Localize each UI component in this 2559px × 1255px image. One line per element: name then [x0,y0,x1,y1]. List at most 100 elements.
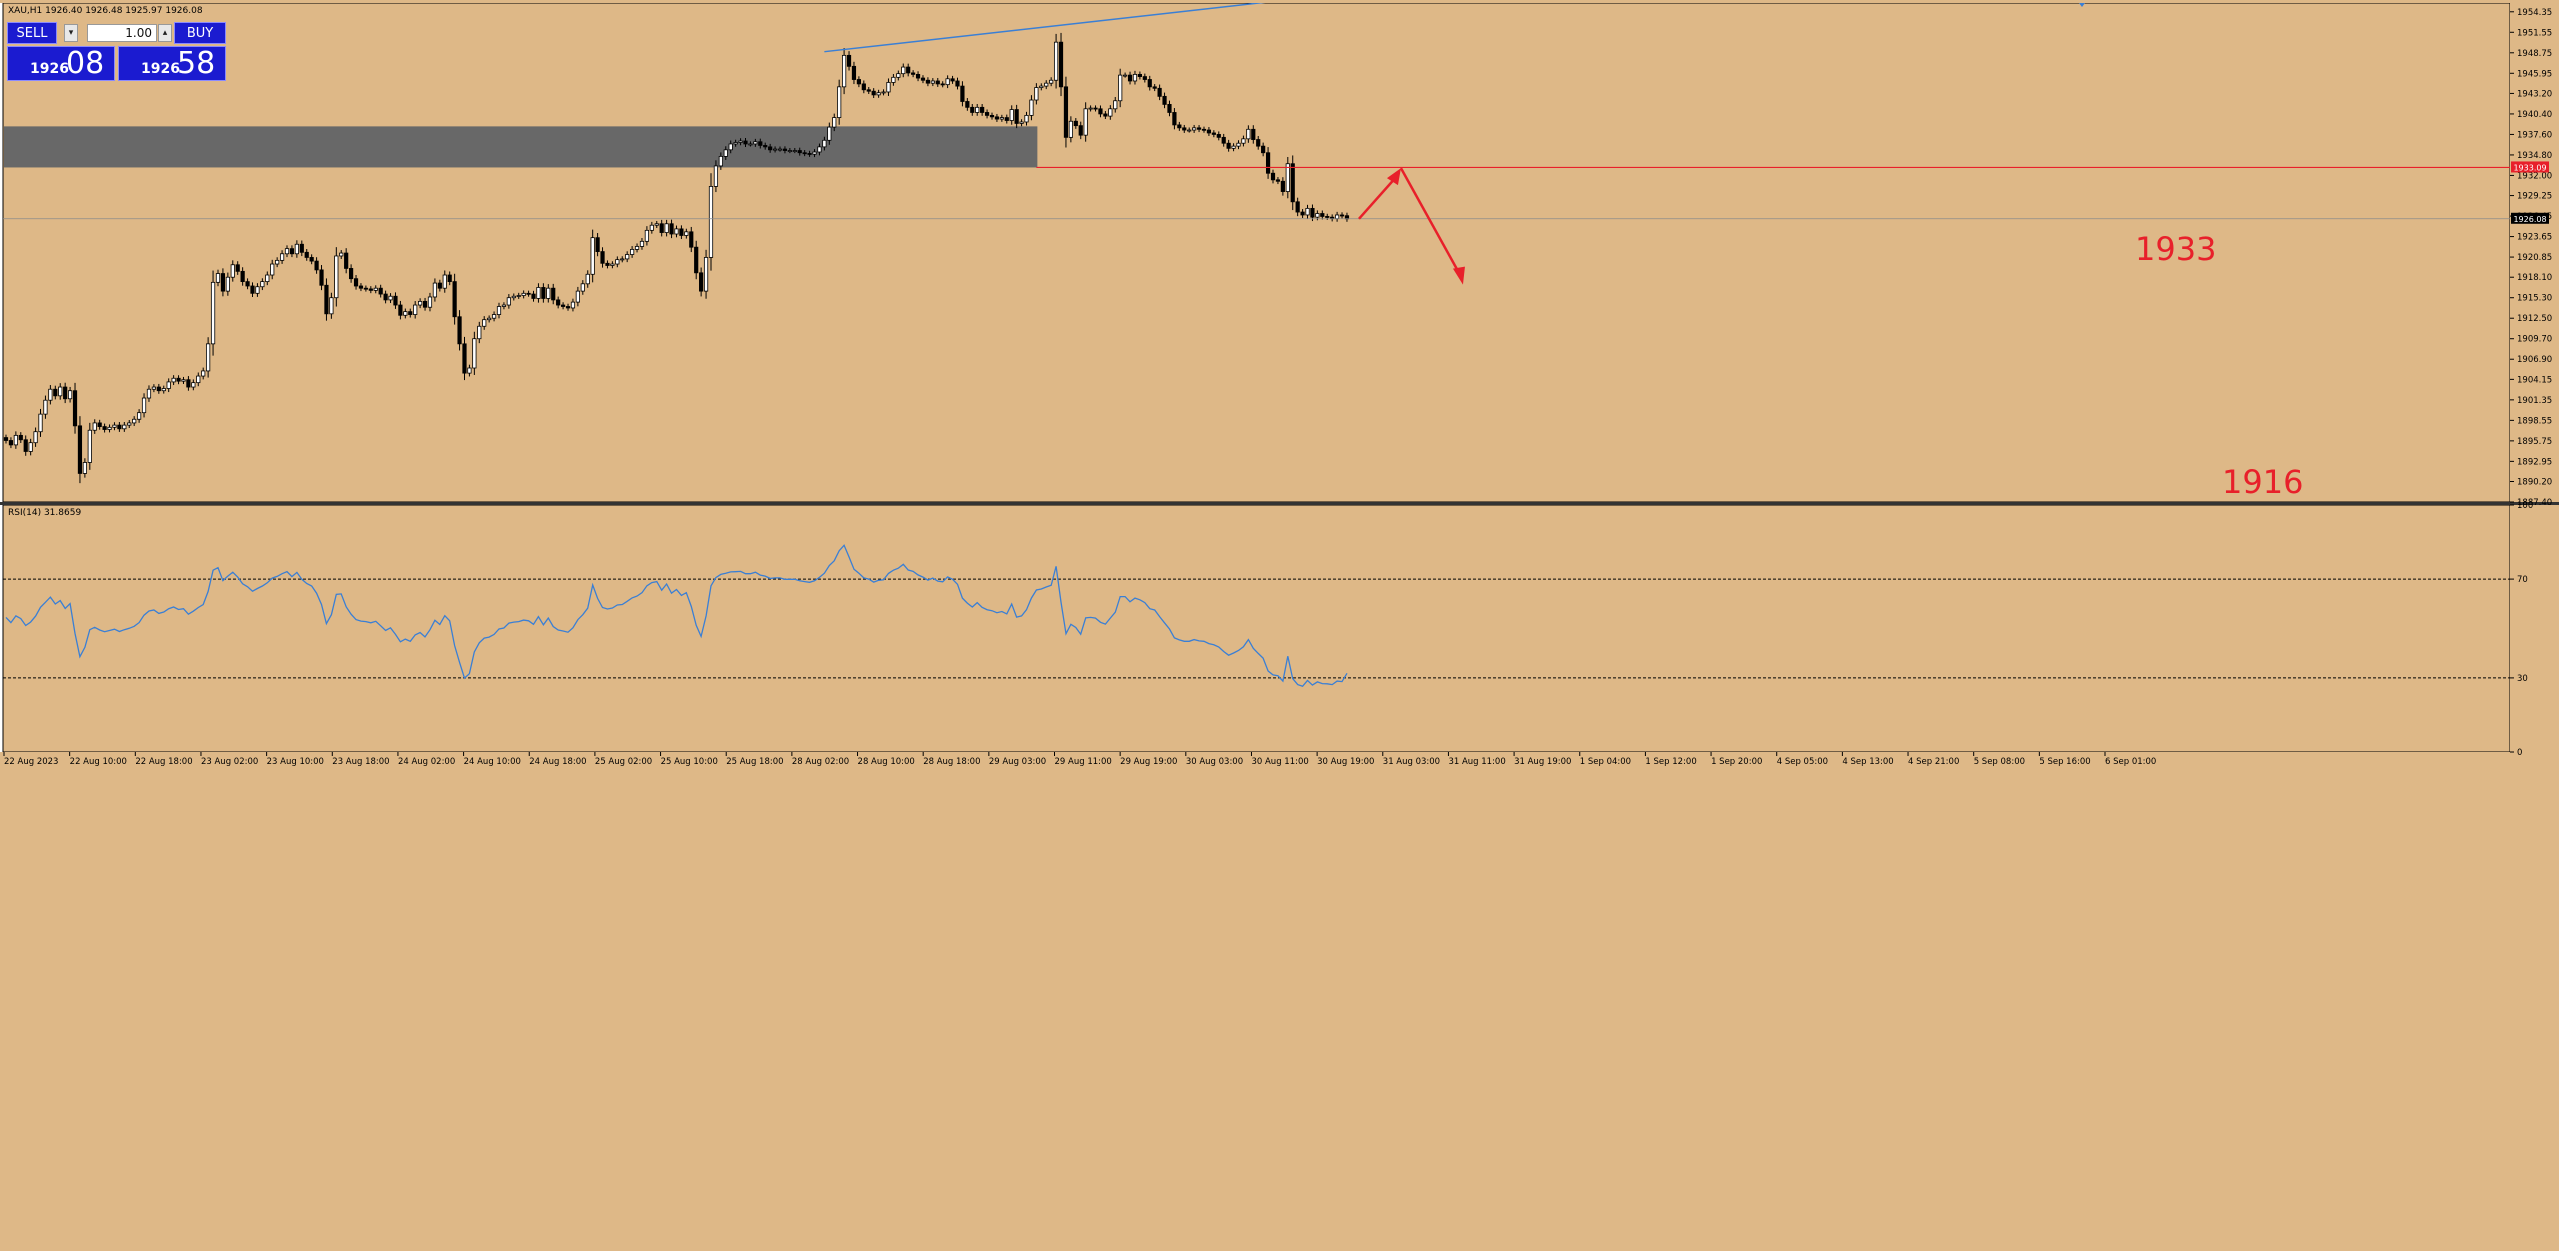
rsi-tick-label: 70 [2517,575,2528,585]
time-tick-label: 30 Aug 19:00 [1317,757,1374,767]
candle [206,337,211,378]
candle-body [822,139,827,148]
candle [1088,105,1093,112]
lot-decrease-icon[interactable]: ▾ [64,24,78,42]
rsi-title: RSI(14) 31.8659 [8,508,81,518]
time-tick-label: 29 Aug 03:00 [989,757,1046,767]
candle [427,292,433,312]
candle-body [743,140,748,145]
sell-button[interactable]: SELL [7,22,57,44]
candle-body [250,285,255,294]
candle [777,146,783,152]
price-tick-label: 1890.20 [2517,477,2552,487]
candle-body [708,186,714,258]
price-tick-label: 1909.70 [2517,335,2552,345]
candle [807,150,812,157]
candle-body [501,304,507,307]
candle-body [846,54,852,67]
candle-body [891,76,896,83]
price-tick-label: 1951.55 [2517,28,2552,38]
candle [1192,124,1197,133]
candle-body [881,91,886,94]
buy-price-button[interactable]: 1926 58 [118,46,226,81]
candle [1123,72,1128,78]
time-tick-label: 5 Sep 16:00 [2039,757,2090,767]
candle-body [797,150,802,154]
candle-body [240,270,245,283]
candle [797,147,802,156]
candle [501,302,507,310]
candle [398,300,403,320]
price-tick-label: 1937.60 [2517,130,2552,140]
candle [23,435,28,456]
candle [634,243,640,253]
candle-body [1177,124,1182,129]
candle [437,279,442,292]
candle-body [950,78,955,82]
time-tick-label: 6 Sep 01:00 [2105,757,2156,767]
candle-body [1118,74,1123,102]
sell-price-big: 08 [66,46,105,81]
candle-body [413,304,418,315]
candle [708,173,714,271]
candle-body [477,325,482,340]
candle-body [506,297,511,306]
candle-body [871,90,876,96]
candle [43,395,48,419]
candle-body [738,140,743,143]
candle-body [989,114,995,118]
candle [67,386,73,403]
lot-increase-icon[interactable]: ▴ [158,24,172,42]
candle [984,109,990,119]
candle-body [684,231,689,236]
candle [1093,105,1098,112]
candle [1182,124,1187,133]
candle [137,409,142,423]
candle [482,316,487,330]
candle [1118,68,1123,108]
candle [82,458,87,478]
candle-body [694,246,699,274]
candle [822,136,827,151]
candle [1058,32,1064,97]
candle [861,80,866,94]
candle-body [723,149,728,157]
time-tick-label: 28 Aug 18:00 [923,757,980,767]
candle [1206,127,1212,136]
candle-body [620,258,625,261]
buy-button[interactable]: BUY [174,22,226,44]
candle [876,89,881,98]
candle [541,283,546,303]
candle-body [255,286,260,294]
candle-body [1063,86,1069,138]
sell-price-button[interactable]: 1926 08 [7,46,115,81]
candle [97,419,102,430]
candle-body [975,106,980,113]
candle-body [866,89,871,92]
candle [245,278,250,290]
time-tick-label: 23 Aug 10:00 [267,757,324,767]
candle-body [1103,113,1108,117]
candle [1177,121,1182,131]
candle [526,290,531,297]
candle [531,290,536,302]
candle-body [1206,129,1212,134]
candle-body [275,259,280,265]
candle-body [348,268,354,280]
candle-body [388,295,393,301]
candle [728,140,733,154]
candle-body [1300,211,1305,216]
candle [570,298,576,312]
lot-size-input[interactable]: 1.00 [87,24,157,42]
candle [891,73,896,86]
candle [319,265,324,291]
candle-body [713,165,719,187]
candle-body [181,379,186,382]
candle-body [210,281,216,345]
candle [146,385,152,402]
candle [191,379,196,391]
candle-body [940,83,945,86]
candle-body [309,257,314,262]
candle [748,141,753,147]
